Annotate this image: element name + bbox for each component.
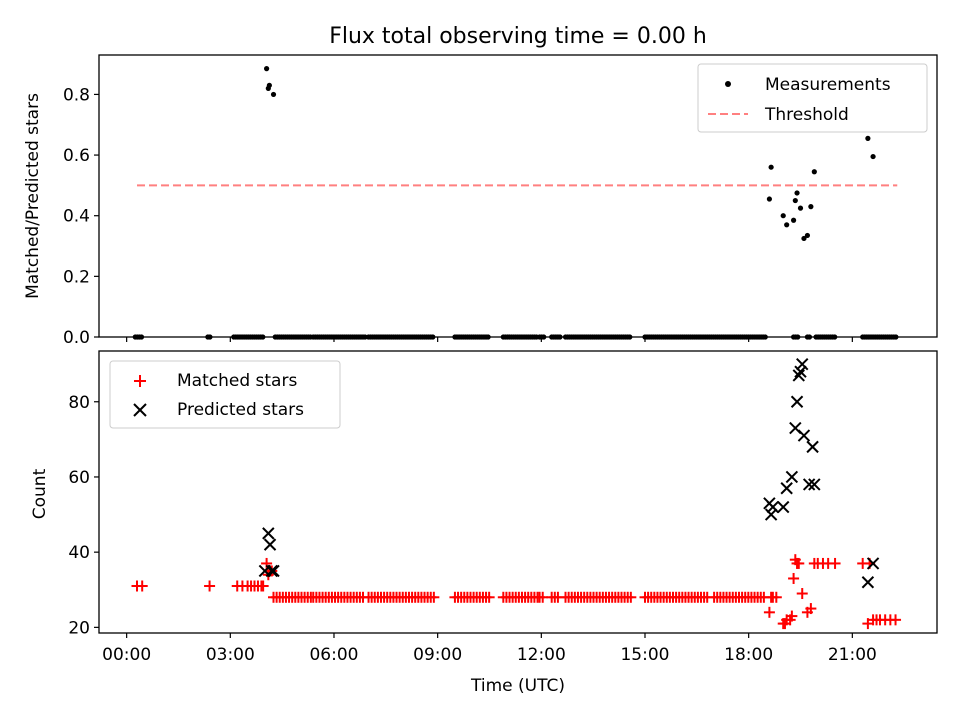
predicted-star-point [766,500,780,514]
ratio-legend: Measurements Threshold [697,63,928,133]
matched-star-point [136,580,148,592]
measurement-point [811,169,817,175]
measurement-point [797,205,804,211]
matched-star-point [257,580,269,592]
measurement-point [768,164,774,170]
predicted-star-point [785,470,799,484]
matched-star-point [204,580,216,592]
predicted-star-point [780,482,793,495]
measurement-point [801,235,807,242]
predicted-star-point [806,440,819,454]
predicted-star-point [267,564,280,578]
ratio-legend-box [697,63,928,133]
y-tick-label: 0.6 [63,146,90,166]
predicted-star-point [808,478,821,491]
count-plot-frame [98,350,938,634]
predicted-star-point [262,527,275,540]
count-legend-box [109,360,341,429]
count-marks [131,357,902,630]
count-y-axis-label: Count [30,468,50,519]
y-tick-label: 40 [68,543,90,563]
ratio-panel: 0.00.20.40.60.8 Matched/Predicted stars … [23,54,938,348]
measurement-point [784,222,790,228]
matched-star-point [805,603,817,615]
count-x-ticks: 00:00 03:00 06:00 09:00 12:00 15:00 18:00 21:00 [102,633,877,665]
figure-title: Flux total observing time = 0.00 h [329,24,707,49]
x-tick-label: 00:00 [102,645,151,665]
measurement-point [790,217,797,223]
matched-star-point [793,557,805,569]
x-tick-label: 06:00 [309,645,358,665]
predicted-star-point [866,557,880,570]
measurement-point [792,197,798,204]
x-tick-label: 03:00 [206,645,255,665]
legend-matched-marker [134,375,146,387]
y-tick-label: 80 [68,393,90,413]
predicted-star-point [263,538,277,551]
matched-star-point [428,591,440,603]
predicted-star-point [792,369,805,382]
y-tick-label: 0.4 [63,207,90,227]
matched-star-point [758,591,770,603]
count-y-ticks: 20 40 60 80 [68,393,99,638]
matched-star-point [829,557,841,569]
y-tick-label: 60 [68,468,90,488]
x-tick-label: 21:00 [828,645,877,665]
measurement-point [266,82,272,88]
predicted-star-point [794,365,807,378]
predicted-star-point [796,357,809,371]
matched-star-point [786,610,798,622]
count-panel: 20 40 60 80 00:00 03:00 06:00 09:00 12:00 15:00 1… [30,350,938,696]
legend-threshold-label: Threshold [764,105,849,125]
predicted-star-point [777,500,790,514]
predicted-star-point [764,508,778,521]
predicted-star-point [797,429,811,442]
measurement-point [870,153,876,160]
y-tick-label: 0.0 [63,328,90,348]
matched-star-point [770,591,782,603]
count-legend: Matched stars Predicted stars [109,360,341,429]
x-tick-label: 18:00 [724,645,773,665]
predicted-star-point [861,576,875,589]
measurement-point [766,196,773,202]
matched-star-point [483,591,495,603]
matched-star-point [763,606,775,618]
count-x-axis-label: Time (UTC) [470,676,565,696]
legend-predicted-marker [133,403,147,417]
measurement-point [264,66,270,72]
matched-star-point [625,591,637,603]
legend-measurements-marker [725,81,731,87]
matched-star-point [796,588,808,600]
measurement-point [804,232,811,239]
y-tick-label: 20 [68,618,90,638]
x-tick-label: 09:00 [413,645,462,665]
y-tick-label: 0.2 [63,267,90,287]
measurement-point [270,91,277,98]
legend-matched-label: Matched stars [177,371,297,391]
predicted-star-point [802,478,816,491]
legend-measurements-label: Measurements [765,75,891,95]
predicted-star-point [790,395,804,408]
ratio-y-ticks: 0.0 0.2 0.4 0.6 0.8 [63,85,99,348]
predicted-star-point [265,564,278,578]
legend-predicted-label: Predicted stars [177,400,304,420]
measurement-point [780,213,786,219]
ratio-x-ticks [126,337,853,342]
ratio-plot-frame [98,54,938,338]
y-tick-label: 0.8 [63,85,90,105]
matched-star-point [788,572,800,584]
matched-star-point [890,614,902,626]
x-tick-label: 12:00 [517,645,566,665]
ratio-y-axis-label: Matched/Predicted stars [23,93,43,299]
measurement-point [794,190,800,196]
measurement-point [865,135,871,141]
x-tick-label: 15:00 [620,645,669,665]
measurement-point [808,204,814,210]
